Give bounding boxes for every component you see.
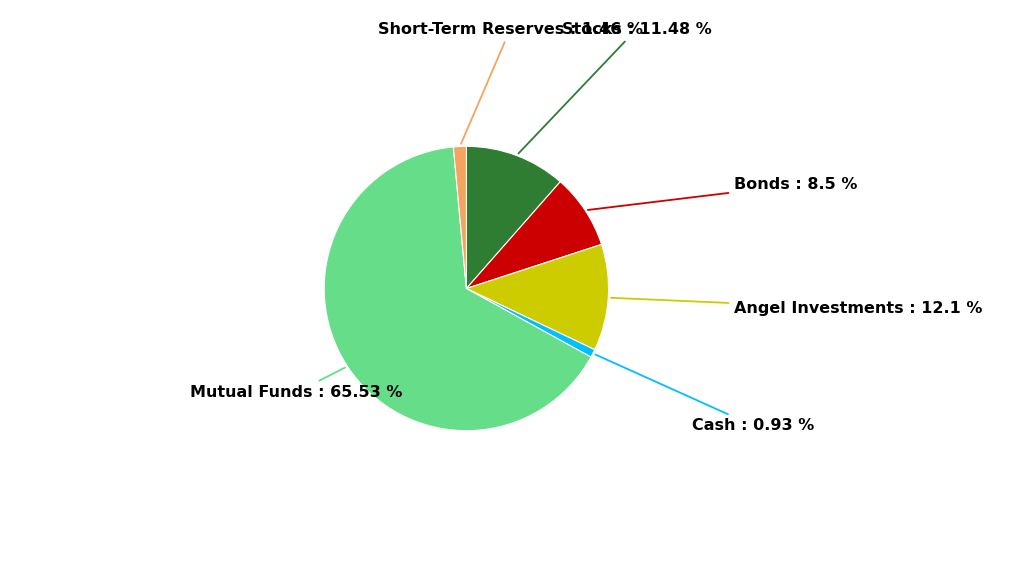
Wedge shape [466, 182, 601, 288]
Text: Short-Term Reserves : 1.46 %: Short-Term Reserves : 1.46 % [378, 22, 643, 144]
Text: Angel Investments : 12.1 %: Angel Investments : 12.1 % [611, 298, 982, 316]
Wedge shape [466, 245, 608, 350]
Wedge shape [466, 288, 595, 357]
Wedge shape [454, 147, 466, 288]
Text: Mutual Funds : 65.53 %: Mutual Funds : 65.53 % [190, 368, 402, 400]
Wedge shape [325, 147, 591, 430]
Wedge shape [466, 147, 560, 288]
Text: Bonds : 8.5 %: Bonds : 8.5 % [588, 177, 857, 210]
Text: Cash : 0.93 %: Cash : 0.93 % [595, 354, 814, 433]
Text: Stocks : 11.48 %: Stocks : 11.48 % [518, 22, 712, 153]
